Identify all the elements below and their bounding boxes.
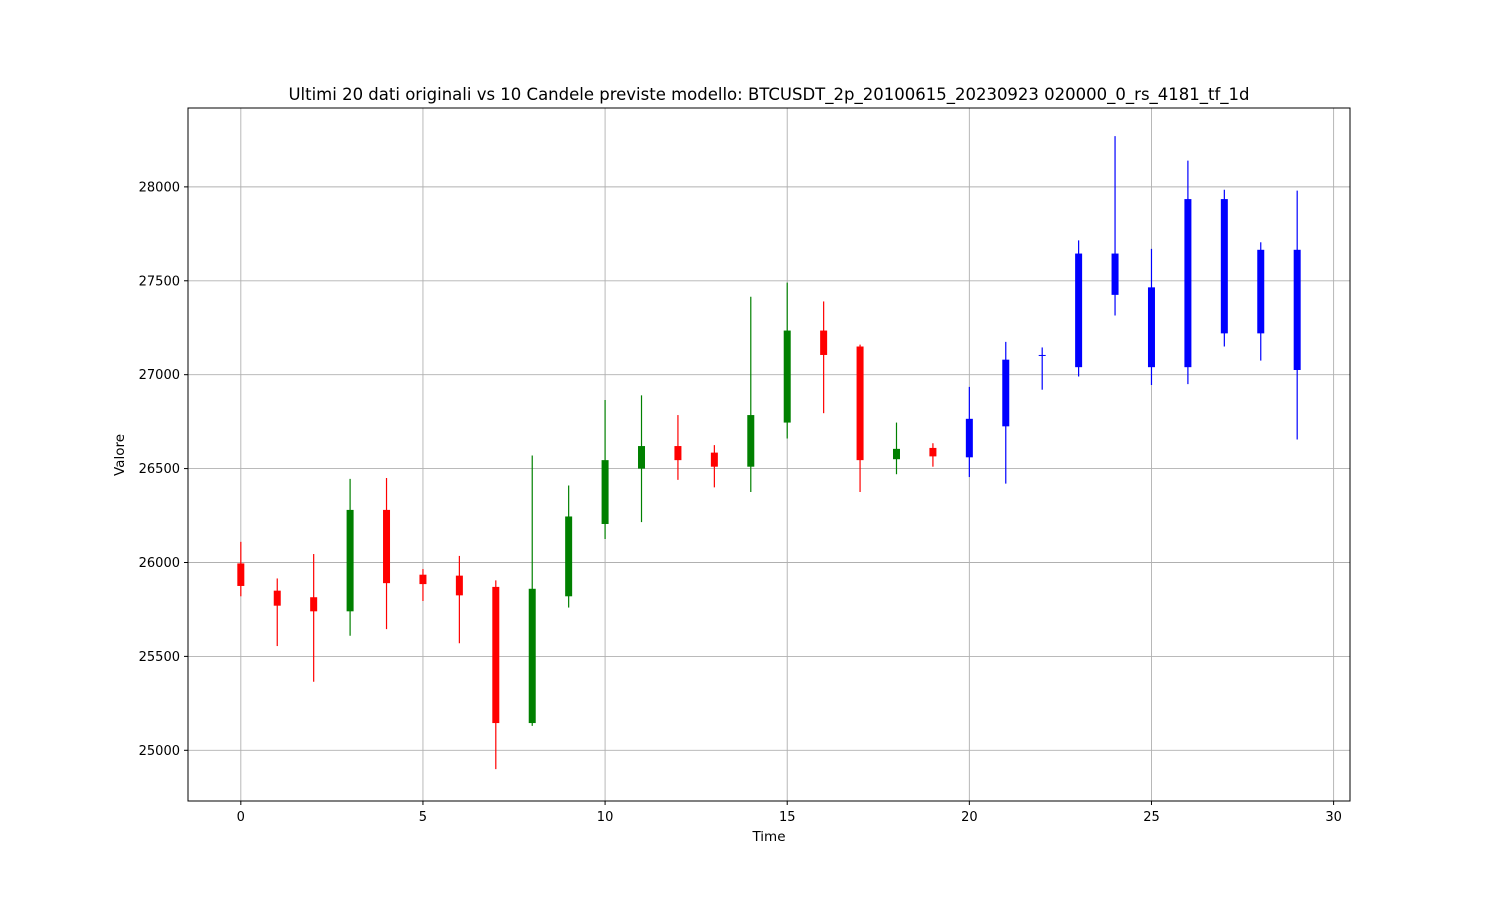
original-candle [310, 554, 318, 682]
x-tick-label: 30 [1325, 810, 1342, 825]
original-candle [528, 455, 536, 726]
candle-body [1147, 287, 1155, 368]
original-candle [492, 580, 500, 770]
candle-body [565, 516, 573, 597]
candle-body [528, 588, 536, 724]
original-candle [892, 422, 900, 475]
candle-body [929, 447, 937, 457]
x-axis-title: Time [751, 829, 785, 845]
predicted-candle [1038, 347, 1046, 390]
x-tick-label: 25 [1143, 810, 1160, 825]
candle-body [1257, 249, 1265, 334]
original-candle [856, 344, 864, 493]
predicted-candle [1111, 136, 1119, 316]
candle-body [892, 448, 900, 460]
x-tick-label: 5 [419, 810, 427, 825]
original-candle [237, 541, 245, 597]
candle-body [1075, 253, 1083, 368]
original-candle [419, 569, 427, 601]
candle-body [820, 330, 828, 355]
predicted-candle [1075, 240, 1083, 377]
candle-body [492, 586, 500, 724]
candle-body [674, 446, 682, 461]
candle-body [783, 330, 791, 423]
axis-ticks: 0 5 10 15 20 25 30 25000 25500 26000 26500 27000 275… [139, 180, 1342, 825]
y-tick-label: 26000 [139, 556, 180, 571]
original-candle [455, 555, 463, 644]
predicted-candle [1002, 341, 1010, 484]
original-candle [346, 478, 354, 636]
original-candle [383, 477, 391, 630]
candle-body [747, 415, 755, 467]
predicted-candle [965, 386, 973, 478]
candle-body [346, 509, 354, 612]
x-tick-label: 0 [237, 810, 245, 825]
candle-body [1220, 199, 1228, 334]
candle-body [383, 509, 391, 584]
original-candle [929, 443, 937, 467]
x-tick-label: 15 [779, 810, 796, 825]
plot-frame [187, 107, 1351, 802]
original-candle [783, 282, 791, 439]
original-candle [565, 485, 573, 608]
chart-title: Ultimi 20 dati originali vs 10 Candele p… [288, 85, 1249, 105]
candle-body [856, 346, 864, 461]
original-candle [638, 395, 646, 523]
candle-body [601, 460, 609, 524]
candles [237, 136, 1301, 770]
original-candle [820, 301, 828, 414]
y-tick-label: 25500 [139, 650, 180, 665]
candle-body [455, 575, 463, 596]
predicted-candle [1184, 160, 1192, 385]
grid-lines [188, 108, 1350, 801]
original-candle [273, 578, 281, 647]
predicted-candle [1220, 189, 1228, 347]
x-tick-label: 20 [961, 810, 978, 825]
y-tick-label: 27500 [139, 274, 180, 289]
candle-body [1111, 253, 1119, 295]
y-tick-label: 26500 [139, 462, 180, 477]
y-tick-label: 28000 [139, 180, 180, 195]
original-candle [747, 296, 755, 493]
candle-body [965, 418, 973, 458]
candle-body [419, 574, 427, 585]
original-candle [674, 415, 682, 480]
candle-body [710, 452, 718, 467]
predicted-candle [1293, 190, 1301, 440]
y-tick-label: 25000 [139, 744, 180, 759]
original-candle [601, 400, 609, 540]
predicted-candle [1257, 242, 1265, 361]
predicted-candle [1147, 248, 1155, 386]
y-tick-label: 27000 [139, 368, 180, 383]
y-axis-title: Valore [112, 434, 128, 476]
original-candle [710, 445, 718, 488]
candle-body [1038, 354, 1046, 356]
candle-body [638, 446, 646, 469]
candle-body [310, 597, 318, 612]
x-tick-label: 10 [597, 810, 614, 825]
candle-body [1293, 249, 1301, 370]
candle-body [1184, 199, 1192, 368]
candle-body [273, 590, 281, 606]
candle-body [1002, 359, 1010, 427]
candle-body [237, 563, 245, 586]
